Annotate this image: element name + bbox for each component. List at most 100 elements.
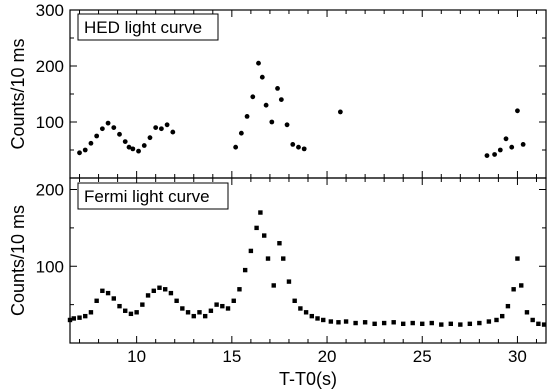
data-point [477, 320, 482, 326]
data-point [244, 114, 250, 119]
data-point [191, 313, 196, 319]
data-point [153, 125, 159, 130]
data-point [286, 279, 292, 284]
data-point [231, 298, 236, 303]
data-point [467, 321, 473, 327]
top-y-ticks: 100 200 300 [36, 1, 546, 151]
data-point [420, 321, 425, 327]
top-y-tick-label: 100 [36, 113, 64, 132]
data-point [353, 320, 358, 326]
data-point [122, 139, 128, 145]
top-panel: 100 200 300 Counts/10 ms HED light curve [8, 1, 547, 179]
data-point [117, 303, 122, 309]
x-tick-label: 25 [413, 347, 432, 366]
top-y-tick-label: 200 [36, 57, 64, 76]
data-point [94, 133, 100, 139]
data-point [105, 120, 111, 126]
data-point [77, 150, 82, 156]
data-point [277, 241, 282, 246]
data-point [515, 256, 520, 261]
data-point [145, 293, 151, 298]
data-point [117, 131, 122, 137]
data-point [520, 142, 526, 147]
data-point [292, 298, 297, 303]
data-point [484, 153, 490, 159]
data-point [492, 152, 497, 157]
data-point [71, 316, 77, 321]
data-point [233, 144, 239, 150]
data-point [328, 319, 334, 324]
bottom-y-tick-label: 100 [36, 257, 64, 276]
data-point [128, 311, 134, 317]
data-point [237, 287, 242, 292]
data-point [83, 313, 88, 319]
data-point [509, 144, 515, 150]
data-point [242, 267, 248, 273]
data-point [381, 320, 387, 326]
data-point [220, 303, 225, 309]
data-point [88, 140, 94, 146]
data-point [100, 288, 105, 294]
data-point [505, 303, 511, 309]
top-legend: HED light curve [77, 13, 219, 41]
data-point [290, 142, 296, 147]
data-point [503, 136, 509, 142]
data-point [170, 129, 176, 135]
data-point [157, 285, 162, 290]
data-point [448, 321, 453, 327]
data-point [214, 302, 219, 307]
data-point [541, 322, 547, 327]
data-point [511, 287, 516, 292]
data-point [151, 288, 156, 294]
data-point [391, 320, 396, 325]
data-point [254, 225, 259, 231]
data-point [136, 148, 141, 154]
data-point [315, 316, 320, 321]
data-point [130, 146, 136, 152]
bottom-y-ticks: 100 200 [36, 181, 546, 306]
data-point [248, 248, 254, 254]
data-point [77, 315, 82, 320]
data-point [163, 287, 168, 292]
data-point [82, 147, 88, 153]
top-y-tick-label: 300 [36, 1, 64, 20]
data-point [515, 108, 520, 114]
data-point [275, 86, 280, 91]
data-point [271, 283, 276, 288]
data-point [197, 310, 202, 315]
top-y-axis-title: Counts/10 ms [8, 38, 28, 149]
data-point [301, 146, 307, 152]
data-point [458, 322, 463, 327]
data-point [497, 147, 503, 153]
data-point [284, 122, 290, 128]
data-point [158, 126, 164, 132]
data-point [524, 310, 530, 315]
data-point [140, 302, 145, 307]
data-point [336, 320, 341, 325]
x-tick-label: 20 [318, 347, 337, 366]
data-point [309, 313, 315, 319]
data-point [126, 144, 132, 150]
data-point [439, 322, 444, 327]
data-point [168, 290, 174, 296]
data-point [250, 94, 256, 100]
bottom-legend-box [77, 182, 229, 210]
data-point [281, 256, 286, 261]
data-point [208, 308, 214, 313]
data-point [180, 306, 185, 311]
data-point [372, 321, 377, 327]
top-x-ticks [79, 10, 537, 178]
data-point [536, 321, 541, 327]
data-point [278, 97, 284, 102]
data-point [185, 310, 191, 315]
data-point [296, 144, 301, 150]
data-point [174, 298, 179, 303]
x-tick-label: 30 [508, 347, 527, 366]
x-tick-label: 10 [127, 347, 146, 366]
data-point [262, 233, 267, 238]
data-point [494, 317, 499, 323]
data-point [202, 313, 208, 319]
data-point [225, 306, 231, 311]
bottom-y-tick-label: 200 [36, 181, 64, 200]
